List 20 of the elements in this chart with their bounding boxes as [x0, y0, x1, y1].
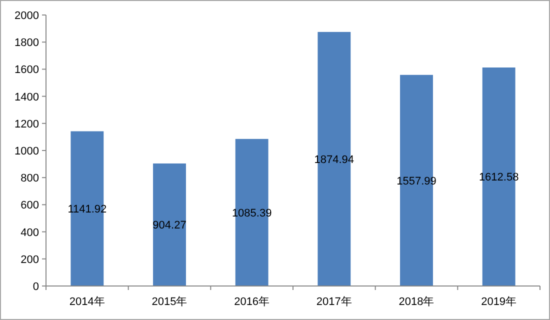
x-tick-label: 2015年	[152, 296, 188, 308]
data-label: 904.27	[152, 220, 186, 232]
y-tick-label: 1400	[14, 91, 39, 104]
x-tick-label: 2019年	[481, 296, 517, 308]
y-tick-label: 1800	[14, 37, 39, 50]
x-tick-label: 2014年	[69, 296, 105, 308]
y-tick-label: 1000	[14, 146, 39, 158]
y-tick-label: 400	[20, 226, 39, 239]
y-tick-label: 600	[20, 200, 39, 212]
y-tick-label: 800	[20, 172, 39, 185]
bar	[70, 131, 104, 286]
x-tick-label: 2017年	[316, 296, 352, 308]
x-tick-label: 2018年	[398, 296, 434, 308]
y-tick-label: 2000	[14, 10, 39, 22]
y-tick-label: 200	[20, 254, 39, 266]
y-tick-label: 1600	[14, 64, 39, 76]
bar	[153, 163, 186, 286]
y-tick-label: 0	[32, 281, 39, 293]
x-tick-label: 2016年	[234, 296, 270, 308]
y-tick-label: 1200	[14, 118, 39, 130]
